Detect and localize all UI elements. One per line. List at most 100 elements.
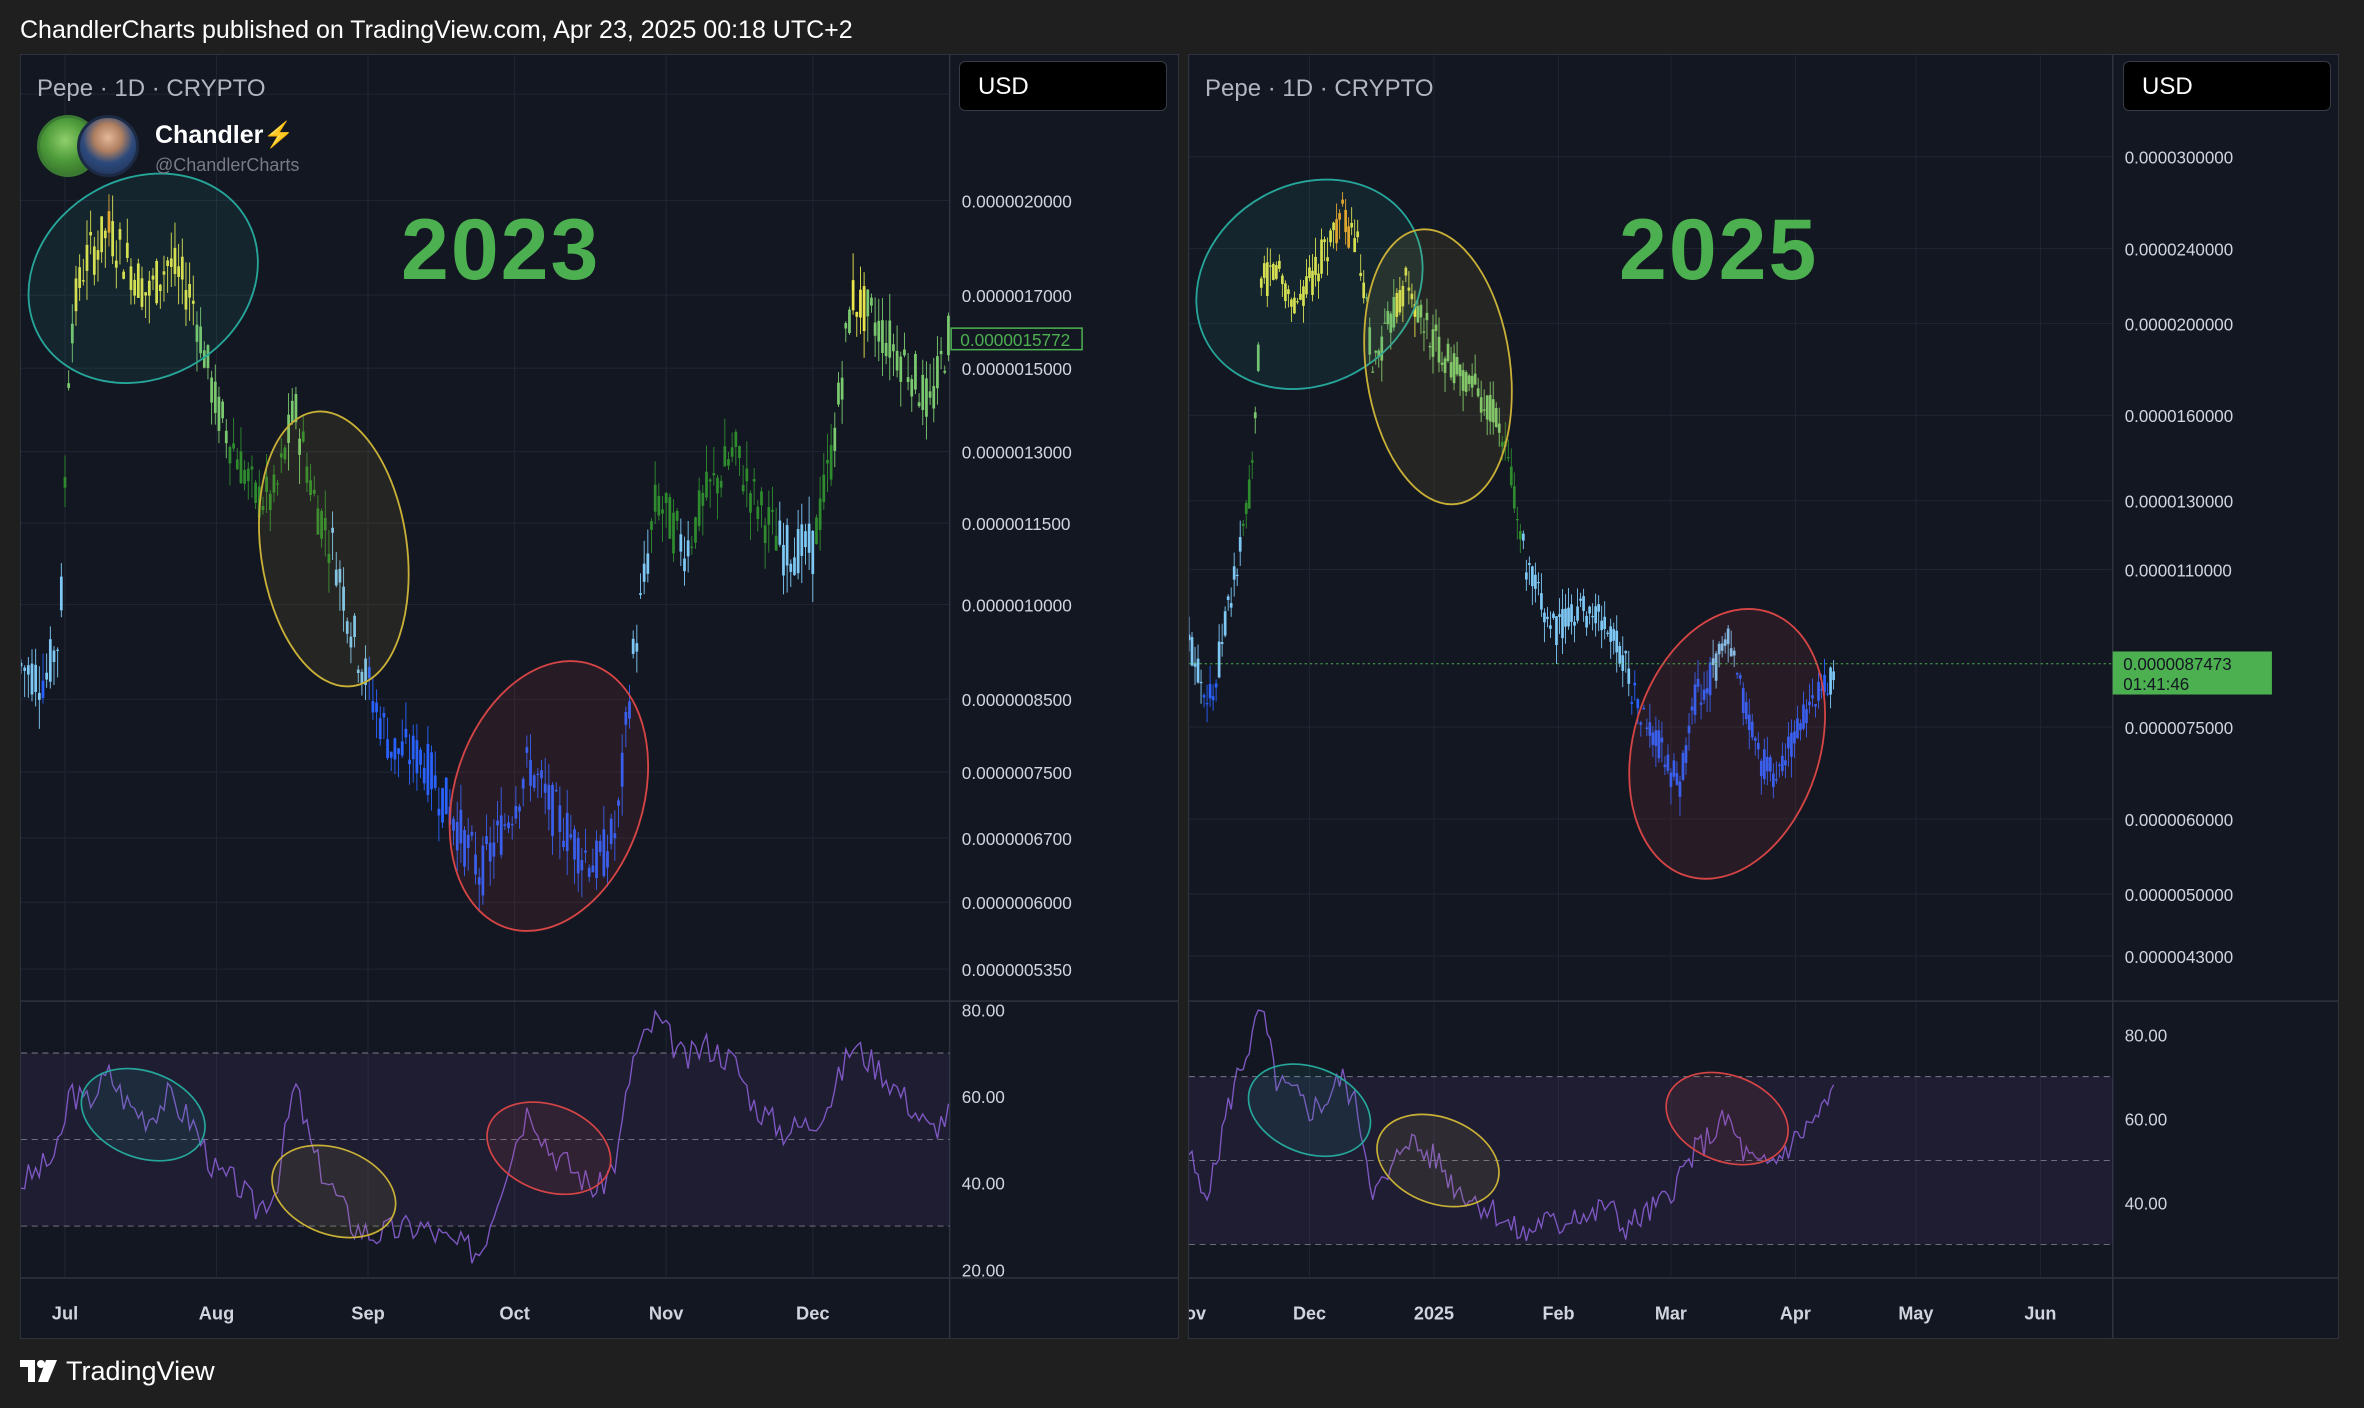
candle-body bbox=[1356, 231, 1360, 238]
time-tick-label: Apr bbox=[1780, 1302, 1811, 1323]
candle-body bbox=[668, 497, 672, 539]
candle-body bbox=[741, 484, 745, 492]
candle-body bbox=[936, 356, 939, 389]
candle-body bbox=[1531, 566, 1534, 587]
candle-body bbox=[837, 382, 840, 405]
candle-body bbox=[1765, 756, 1769, 772]
candle-body bbox=[811, 530, 815, 575]
currency-button[interactable]: USD bbox=[2123, 61, 2331, 111]
currency-button[interactable]: USD bbox=[959, 61, 1167, 111]
price-tick-label: 0.0000015000 bbox=[962, 359, 1072, 379]
candle-body bbox=[466, 834, 470, 848]
candle-body bbox=[129, 266, 133, 291]
candle-body bbox=[45, 672, 49, 680]
chart-canvas-2025[interactable]: 0.0000300000 0.0000240000 0.0000200000 0.00… bbox=[1189, 55, 2338, 1338]
price-tick-label: 0.0000050000 bbox=[2125, 885, 2233, 905]
annotation-ellipse-red bbox=[448, 660, 650, 932]
candle-body bbox=[140, 278, 144, 307]
candle-body bbox=[213, 381, 217, 414]
chart-canvas-2023[interactable]: 0.00000240000.00000200000.00000170000.00… bbox=[21, 55, 1178, 1338]
candle-body bbox=[23, 667, 27, 671]
candle-body bbox=[1422, 331, 1426, 333]
candle-body bbox=[888, 320, 892, 358]
chart-background bbox=[1189, 55, 2338, 1338]
candle-body bbox=[1585, 615, 1588, 628]
candle-body bbox=[870, 297, 873, 306]
candle-body bbox=[1564, 608, 1567, 627]
last-price-badge bbox=[950, 327, 1083, 351]
candle-body bbox=[1220, 642, 1224, 645]
candle-body bbox=[697, 490, 701, 527]
candle-body bbox=[1711, 658, 1715, 666]
author-badge: Chandler⚡ @ChandlerCharts bbox=[37, 115, 357, 181]
candle-body bbox=[162, 271, 166, 275]
time-tick-label: Nov bbox=[1189, 1302, 1207, 1323]
last-price-badge bbox=[2112, 651, 2272, 695]
candle-body bbox=[580, 860, 584, 871]
candle-body bbox=[895, 350, 899, 371]
candle-body bbox=[1199, 681, 1203, 684]
candle-body bbox=[1247, 479, 1251, 509]
candle-body bbox=[1829, 667, 1832, 695]
candle-body bbox=[635, 643, 639, 652]
candle-body bbox=[1268, 265, 1272, 267]
candle-body bbox=[1217, 641, 1221, 678]
symbol-info: Pepe · 1D · CRYPTO bbox=[37, 75, 266, 102]
candle-body bbox=[1392, 297, 1396, 328]
candle-body bbox=[1690, 706, 1694, 711]
candle-body bbox=[624, 711, 628, 725]
candle-body bbox=[217, 396, 221, 431]
candle-body bbox=[1528, 563, 1531, 565]
price-tick-label: 0.0000006000 bbox=[962, 893, 1072, 913]
last-price-label: 0.0000015772 bbox=[960, 330, 1070, 350]
candle-body bbox=[206, 345, 210, 369]
candle-body bbox=[892, 344, 895, 352]
candle-body bbox=[437, 808, 441, 816]
candle-body bbox=[173, 247, 177, 275]
candle-body bbox=[1284, 283, 1287, 302]
candle-body bbox=[1265, 262, 1269, 297]
publish-info: ChandlerCharts published on TradingView.… bbox=[20, 16, 853, 44]
candle-body bbox=[646, 553, 650, 574]
price-tick-label: 0.0000060000 bbox=[2125, 810, 2233, 830]
candle-body bbox=[796, 529, 800, 574]
candle-body bbox=[455, 821, 459, 851]
candle-body bbox=[877, 320, 881, 342]
price-tick-label: 0.0000006700 bbox=[962, 829, 1072, 849]
candle-body bbox=[279, 453, 283, 458]
candle-body bbox=[1521, 533, 1525, 541]
candle-body bbox=[1317, 273, 1320, 282]
candle-body bbox=[199, 326, 202, 354]
candle-body bbox=[543, 783, 547, 793]
price-tick-label: 0.0000043000 bbox=[2125, 947, 2233, 967]
countdown-label: 01:41:46 bbox=[2123, 674, 2189, 694]
candle-body bbox=[353, 615, 356, 637]
candle-body bbox=[1202, 695, 1206, 698]
candle-body bbox=[1473, 373, 1477, 385]
author-name: Chandler⚡ bbox=[155, 121, 295, 149]
candle-body bbox=[276, 483, 279, 485]
candle-body bbox=[1648, 722, 1652, 736]
candle-body bbox=[463, 829, 466, 867]
candle-body bbox=[1612, 629, 1616, 641]
candle-body bbox=[158, 284, 162, 292]
candle-body bbox=[41, 680, 45, 698]
candle-body bbox=[327, 554, 331, 563]
candle-body bbox=[917, 402, 921, 407]
rsi-tick-label: 60.00 bbox=[962, 1087, 1005, 1107]
price-tick-label: 0.0000200000 bbox=[2125, 314, 2233, 334]
candle-body bbox=[1518, 531, 1522, 540]
candle-body bbox=[1377, 350, 1381, 357]
candle-body bbox=[1687, 725, 1691, 734]
candle-body bbox=[1693, 684, 1697, 715]
candle-body bbox=[1253, 412, 1257, 419]
time-tick-label: Oct bbox=[499, 1302, 529, 1323]
chart-panel-2023[interactable]: 0.00000240000.00000200000.00000170000.00… bbox=[20, 54, 1179, 1339]
candle-body bbox=[283, 447, 287, 460]
price-tick-label: 0.0000008500 bbox=[962, 690, 1072, 710]
rsi-tick-label: 80.00 bbox=[962, 1001, 1005, 1021]
candle-body bbox=[1235, 574, 1239, 577]
chart-panel-2025[interactable]: 0.0000300000 0.0000240000 0.0000200000 0.00… bbox=[1188, 54, 2339, 1339]
candle-body bbox=[591, 865, 595, 873]
candle-body bbox=[866, 289, 870, 317]
